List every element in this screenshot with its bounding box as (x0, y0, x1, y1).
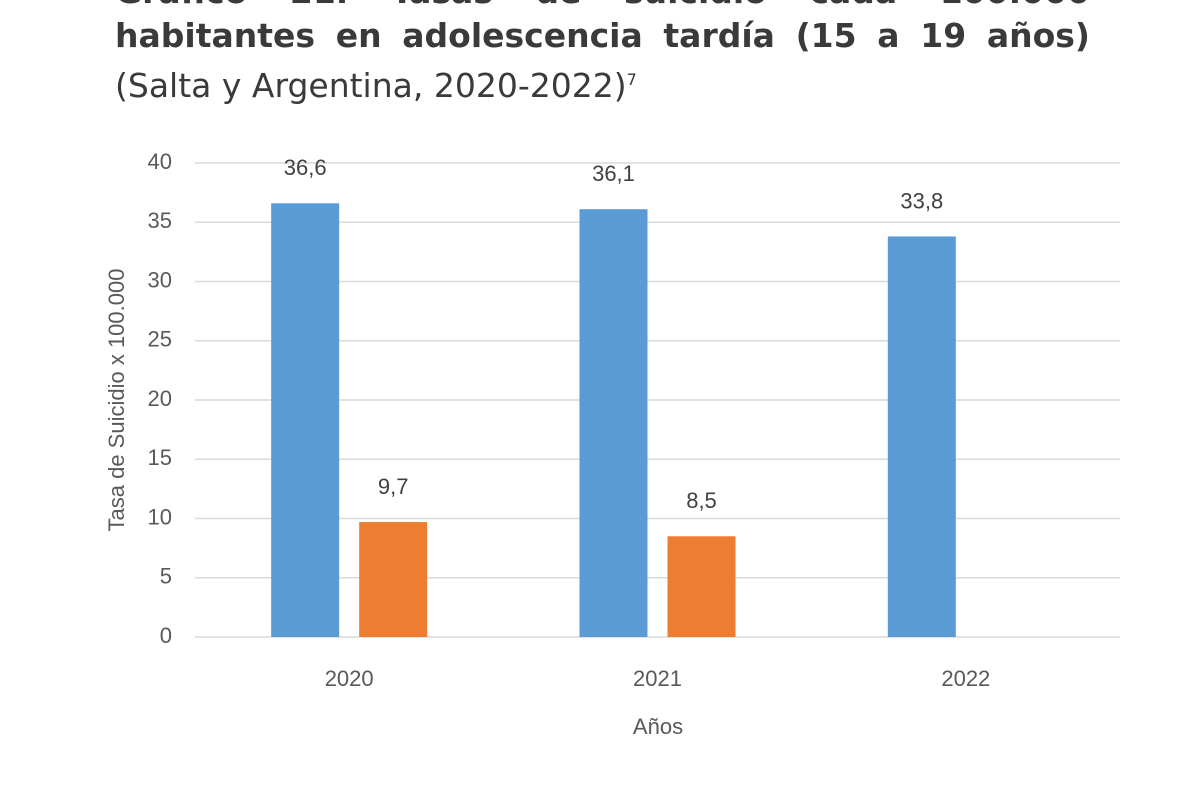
bar (667, 536, 736, 637)
value-label: 33,8 (900, 188, 943, 213)
bar (359, 522, 428, 637)
y-tick-label: 35 (148, 208, 172, 233)
y-tick-label: 5 (160, 564, 172, 589)
chart-title: Gráfico 21. Tasas de suicidio cada 100.0… (115, 0, 1090, 55)
y-tick-label: 40 (148, 149, 172, 174)
y-tick-label: 0 (160, 623, 172, 648)
bar (579, 209, 648, 637)
title-block: Gráfico 21. Tasas de suicidio cada 100.0… (115, 0, 1090, 108)
x-tick-label: 2021 (633, 666, 682, 691)
y-tick-label: 25 (148, 327, 172, 352)
title-note: 7 (626, 70, 637, 89)
y-tick-label: 10 (148, 504, 172, 529)
y-tick-label: 15 (148, 445, 172, 470)
bar (271, 203, 340, 638)
value-label: 8,5 (686, 488, 717, 513)
bar (887, 236, 956, 637)
x-tick-label: 2020 (325, 666, 374, 691)
y-tick-label: 30 (148, 267, 172, 292)
value-label: 36,1 (592, 161, 635, 186)
x-tick-label: 2022 (941, 666, 990, 691)
chart-subtitle: (Salta y Argentina, 2020-2022) (115, 66, 627, 105)
y-axis-label: Tasa de Suicidio x 100.000 (104, 269, 129, 532)
x-axis-label: Años (633, 714, 683, 739)
value-label: 9,7 (378, 474, 409, 499)
value-label: 36,6 (284, 155, 327, 180)
y-tick-label: 20 (148, 386, 172, 411)
